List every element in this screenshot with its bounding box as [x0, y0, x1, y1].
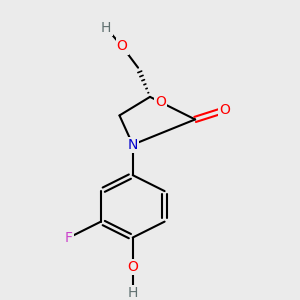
Text: F: F	[65, 230, 73, 244]
Text: H: H	[101, 21, 111, 35]
Text: O: O	[155, 95, 166, 109]
Text: N: N	[128, 138, 138, 152]
Text: O: O	[219, 103, 230, 117]
Text: O: O	[117, 39, 128, 53]
Text: H: H	[128, 286, 138, 300]
Text: O: O	[127, 260, 138, 274]
